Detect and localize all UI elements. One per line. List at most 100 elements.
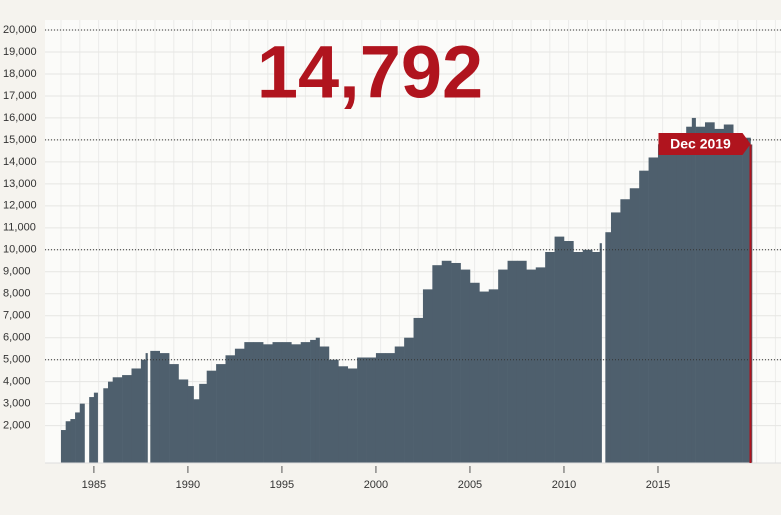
bar xyxy=(599,243,602,463)
bar xyxy=(216,364,226,463)
bar xyxy=(498,269,508,463)
bar xyxy=(648,157,659,463)
bar xyxy=(610,212,621,463)
y-tick-label: 20,000 xyxy=(3,24,37,36)
bar xyxy=(150,350,160,463)
bar xyxy=(385,353,396,463)
bar xyxy=(686,126,693,463)
x-tick-label: 2010 xyxy=(552,479,576,491)
bar xyxy=(742,137,751,463)
bar xyxy=(375,353,386,463)
bar xyxy=(451,262,461,463)
bar xyxy=(535,267,546,463)
bar xyxy=(516,260,527,463)
bar xyxy=(244,342,255,463)
bar xyxy=(394,346,405,463)
bar xyxy=(545,251,555,463)
bar xyxy=(488,289,499,463)
bar xyxy=(315,337,320,463)
bar xyxy=(605,232,612,463)
bar xyxy=(592,251,600,463)
bar xyxy=(145,353,148,463)
bar xyxy=(291,344,302,463)
y-tick-label: 12,000 xyxy=(3,200,37,212)
y-tick-label: 9,000 xyxy=(3,266,31,278)
bar xyxy=(441,260,452,463)
bar xyxy=(178,379,189,463)
bar xyxy=(691,117,696,463)
bar xyxy=(169,364,179,463)
bar xyxy=(107,381,113,463)
bar xyxy=(469,282,480,463)
bar xyxy=(573,251,584,463)
bar xyxy=(253,342,264,463)
y-tick-label: 18,000 xyxy=(3,68,37,80)
bar xyxy=(704,122,715,463)
y-tick-label: 14,000 xyxy=(3,156,37,168)
bar xyxy=(404,337,414,463)
bar xyxy=(338,366,349,463)
y-tick-label: 11,000 xyxy=(3,222,36,234)
bar xyxy=(75,412,81,463)
bar xyxy=(723,124,734,463)
bar xyxy=(714,128,725,463)
bar xyxy=(357,357,367,463)
y-tick-label: 5,000 xyxy=(3,354,31,366)
annotation-label: Dec 2019 xyxy=(670,136,731,152)
bar xyxy=(479,291,490,463)
bar xyxy=(582,249,593,463)
bar xyxy=(563,241,574,463)
bar xyxy=(103,388,109,463)
bar xyxy=(272,342,283,463)
bar xyxy=(413,317,424,463)
bar xyxy=(140,359,146,463)
bar xyxy=(676,133,687,463)
bar xyxy=(199,383,208,463)
bar xyxy=(206,370,217,463)
bar xyxy=(620,199,631,463)
bar xyxy=(319,346,330,463)
annotation-box xyxy=(658,133,743,155)
y-tick-label: 15,000 xyxy=(3,134,37,146)
bar xyxy=(65,421,71,463)
y-tick-label: 4,000 xyxy=(3,376,31,388)
bar xyxy=(507,260,518,463)
x-tick-label: 2000 xyxy=(364,479,388,491)
y-tick-label: 8,000 xyxy=(3,288,31,300)
bar xyxy=(193,399,200,463)
y-tick-label: 16,000 xyxy=(3,112,37,124)
y-tick-label: 17,000 xyxy=(3,90,37,102)
bar xyxy=(70,419,76,463)
y-tick-label: 13,000 xyxy=(3,178,37,190)
x-tick-label: 1985 xyxy=(82,479,106,491)
bar xyxy=(667,133,678,463)
bar xyxy=(131,368,142,463)
y-tick-label: 3,000 xyxy=(3,398,31,410)
y-tick-label: 7,000 xyxy=(3,310,31,322)
bar xyxy=(89,397,95,463)
bar xyxy=(639,170,649,463)
bar xyxy=(60,430,66,463)
x-tick-label: 1995 xyxy=(270,479,294,491)
bar xyxy=(366,357,377,463)
bar xyxy=(300,342,311,463)
bar xyxy=(554,236,565,463)
bar xyxy=(159,353,170,463)
bar xyxy=(79,403,85,463)
bar xyxy=(234,348,245,463)
x-tick-label: 2015 xyxy=(646,479,670,491)
bar xyxy=(112,377,123,463)
bar xyxy=(187,386,194,463)
x-tick-label: 1990 xyxy=(176,479,200,491)
bar xyxy=(93,392,98,463)
bar xyxy=(526,269,537,463)
y-tick-label: 2,000 xyxy=(3,420,31,432)
y-tick-label: 10,000 xyxy=(3,244,37,256)
bar xyxy=(328,359,339,463)
bar xyxy=(225,355,236,463)
chart-title: 14,792 xyxy=(257,31,483,114)
bar xyxy=(432,265,443,463)
y-tick-label: 6,000 xyxy=(3,332,31,344)
y-tick-label: 19,000 xyxy=(3,46,37,58)
